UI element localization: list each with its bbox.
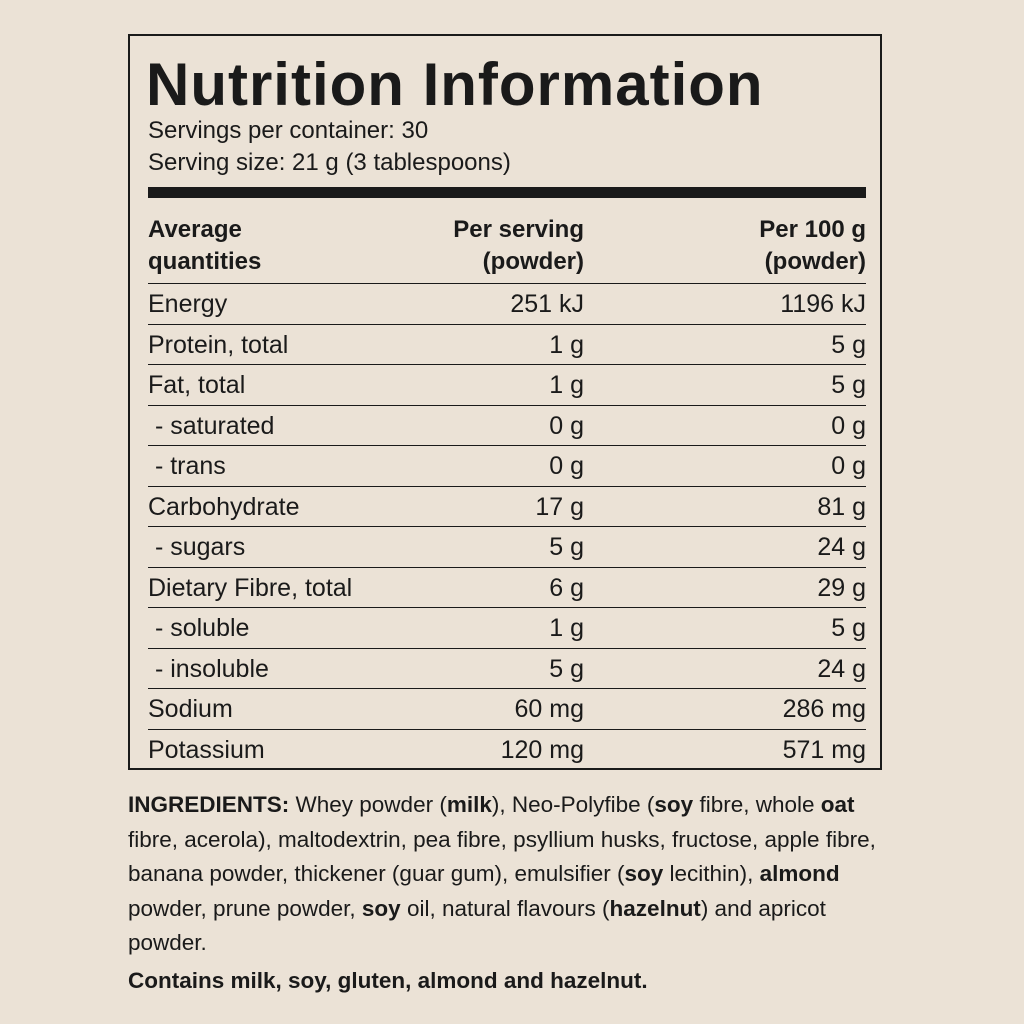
nutrient-name: Energy	[148, 290, 228, 318]
table-row: - insoluble 5 g 24 g	[148, 649, 866, 689]
per-100g-value: 24 g	[817, 533, 866, 561]
ingredient-emphasis: soy	[654, 792, 694, 817]
ingredient-text: oil, natural flavours (	[400, 895, 610, 921]
header-average-quantities: Average quantities	[148, 214, 261, 278]
table-row: - sugars 5 g 24 g	[148, 527, 866, 568]
nutrient-name: - soluble	[148, 614, 250, 642]
ingredient-emphasis: milk	[446, 792, 492, 817]
per-100g-value: 0 g	[831, 411, 866, 440]
nutrition-table: Average quantities Per serving (powder) …	[148, 212, 866, 770]
header-col1-line2: quantities	[148, 248, 262, 275]
per-100g-value: 571 mg	[782, 735, 866, 764]
table-row: - saturated 0 g 0 g	[148, 406, 866, 446]
ingredient-emphasis: soy	[624, 861, 664, 886]
table-row: - soluble 1 g 5 g	[148, 608, 866, 649]
per-serving-value: 1 g	[549, 371, 584, 399]
nutrient-name: - trans	[148, 452, 226, 480]
nutrition-panel: Nutrition Information Servings per conta…	[128, 34, 882, 770]
per-100g-value: 1196 kJ	[780, 290, 866, 318]
divider-thick	[148, 187, 866, 198]
table-row: Energy 251 kJ 1196 kJ	[148, 284, 866, 325]
header-col1-line1: Average	[148, 216, 242, 243]
ingredient-text: ), Neo-Polyfibe (	[491, 792, 655, 817]
table-row: Dietary Fibre, total 6 g 29 g	[148, 568, 866, 608]
ingredient-emphasis: almond	[759, 861, 840, 886]
nutrient-name: - saturated	[148, 411, 275, 440]
serving-size: Serving size: 21 g (3 tablespoons)	[148, 149, 511, 176]
ingredient-emphasis: soy	[361, 895, 401, 921]
table-row: Protein, total 1 g 5 g	[148, 325, 866, 365]
servings-per-container: Servings per container: 30	[148, 117, 429, 144]
nutrient-name: - insoluble	[148, 654, 269, 683]
per-100g-value: 29 g	[817, 573, 866, 602]
per-serving-value: 0 g	[549, 411, 584, 440]
header-col3-line1: Per 100 g	[759, 216, 866, 243]
ingredient-emphasis: hazelnut	[609, 895, 701, 921]
table-header-row: Average quantities Per serving (powder) …	[148, 212, 866, 284]
per-100g-value: 286 mg	[782, 695, 866, 723]
ingredient-text: ) and apricot powder.	[128, 895, 826, 956]
table-row: - trans 0 g 0 g	[148, 446, 866, 487]
per-serving-value: 1 g	[549, 330, 584, 359]
nutrient-name: Sodium	[148, 695, 233, 723]
per-serving-value: 251 kJ	[510, 290, 584, 318]
per-100g-value: 24 g	[817, 654, 866, 683]
per-serving-value: 5 g	[549, 533, 584, 561]
ingredient-text: Whey powder (	[289, 792, 447, 817]
ingredient-text: powder, prune powder,	[128, 895, 362, 921]
table-row: Fat, total 1 g 5 g	[148, 365, 866, 406]
nutrient-name: Dietary Fibre, total	[148, 573, 353, 602]
per-100g-value: 5 g	[831, 614, 866, 642]
per-100g-value: 81 g	[817, 492, 866, 521]
per-serving-value: 0 g	[549, 452, 584, 480]
per-100g-value: 5 g	[831, 330, 866, 359]
header-col2-line1: Per serving	[453, 216, 584, 243]
per-serving-value: 1 g	[549, 614, 584, 642]
table-row: Carbohydrate 17 g 81 g	[148, 487, 866, 527]
per-serving-value: 60 mg	[514, 695, 584, 723]
allergen-statement: Contains milk, soy, gluten, almond and h…	[128, 968, 648, 993]
ingredient-text: lecithin),	[663, 861, 760, 886]
nutrient-name: - sugars	[148, 533, 246, 561]
per-serving-value: 17 g	[535, 492, 584, 521]
nutrient-name: Fat, total	[148, 371, 246, 399]
nutrient-name: Carbohydrate	[148, 492, 300, 521]
table-row: Sodium 60 mg 286 mg	[148, 689, 866, 730]
nutrient-name: Potassium	[148, 735, 265, 764]
ingredient-text: fibre, acerola), maltodextrin, pea fibre…	[128, 826, 876, 887]
per-100g-value: 0 g	[831, 452, 866, 480]
header-per-100g: Per 100 g (powder)	[759, 214, 866, 278]
panel-title: Nutrition Information	[146, 51, 764, 118]
per-100g-value: 5 g	[831, 371, 866, 399]
ingredient-emphasis: INGREDIENTS:	[128, 792, 290, 817]
nutrient-name: Protein, total	[148, 330, 289, 359]
table-row: Potassium 120 mg 571 mg	[148, 730, 866, 771]
header-col3-line2: (powder)	[764, 248, 866, 275]
ingredients-text: INGREDIENTS: Whey powder (milk), Neo-Pol…	[128, 788, 888, 961]
ingredient-emphasis: oat	[820, 792, 855, 817]
header-col2-line2: (powder)	[482, 248, 584, 275]
header-per-serving: Per serving (powder)	[453, 214, 584, 278]
per-serving-value: 6 g	[549, 573, 584, 602]
per-serving-value: 120 mg	[500, 735, 584, 764]
ingredient-text: fibre, whole	[693, 792, 821, 817]
per-serving-value: 5 g	[549, 654, 584, 683]
